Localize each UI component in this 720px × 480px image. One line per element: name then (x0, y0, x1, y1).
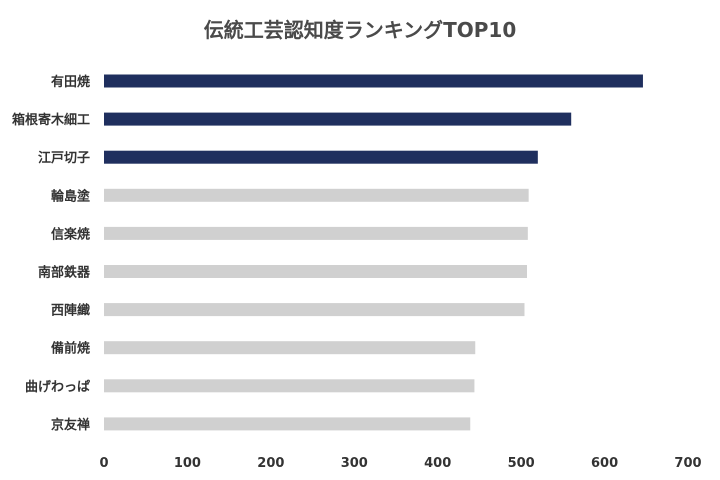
x-tick-label: 100 (174, 456, 201, 471)
category-label: 備前焼 (51, 341, 90, 357)
bar (104, 112, 572, 126)
bar (104, 74, 643, 88)
x-tick-label: 0 (99, 456, 108, 471)
category-label: 有田焼 (51, 74, 90, 90)
bar (104, 303, 525, 317)
category-label: 箱根寄木細工 (12, 112, 90, 128)
bar (104, 417, 471, 431)
bar (104, 379, 475, 393)
bar (104, 265, 527, 278)
x-tick-label: 300 (341, 456, 368, 471)
category-label: 南部鉄器 (38, 265, 91, 281)
bar (104, 150, 538, 164)
x-tick-label: 700 (674, 456, 701, 471)
category-label: 西陣織 (51, 303, 90, 319)
category-label: 信楽焼 (51, 226, 90, 242)
category-label: 江戸切子 (38, 150, 90, 166)
bar (104, 226, 528, 240)
x-tick-label: 500 (508, 456, 535, 471)
x-tick-label: 200 (257, 456, 284, 471)
x-tick-label: 400 (424, 456, 451, 471)
category-label: 京友禅 (51, 417, 90, 433)
category-label: 輪島塗 (51, 188, 91, 204)
bar (104, 188, 529, 202)
x-tick-label: 600 (591, 456, 618, 471)
bar (104, 341, 476, 355)
chart-title: 伝統工芸認知度ランキングTOP10 (203, 18, 517, 42)
category-label: 曲げわっぱ (25, 379, 90, 395)
